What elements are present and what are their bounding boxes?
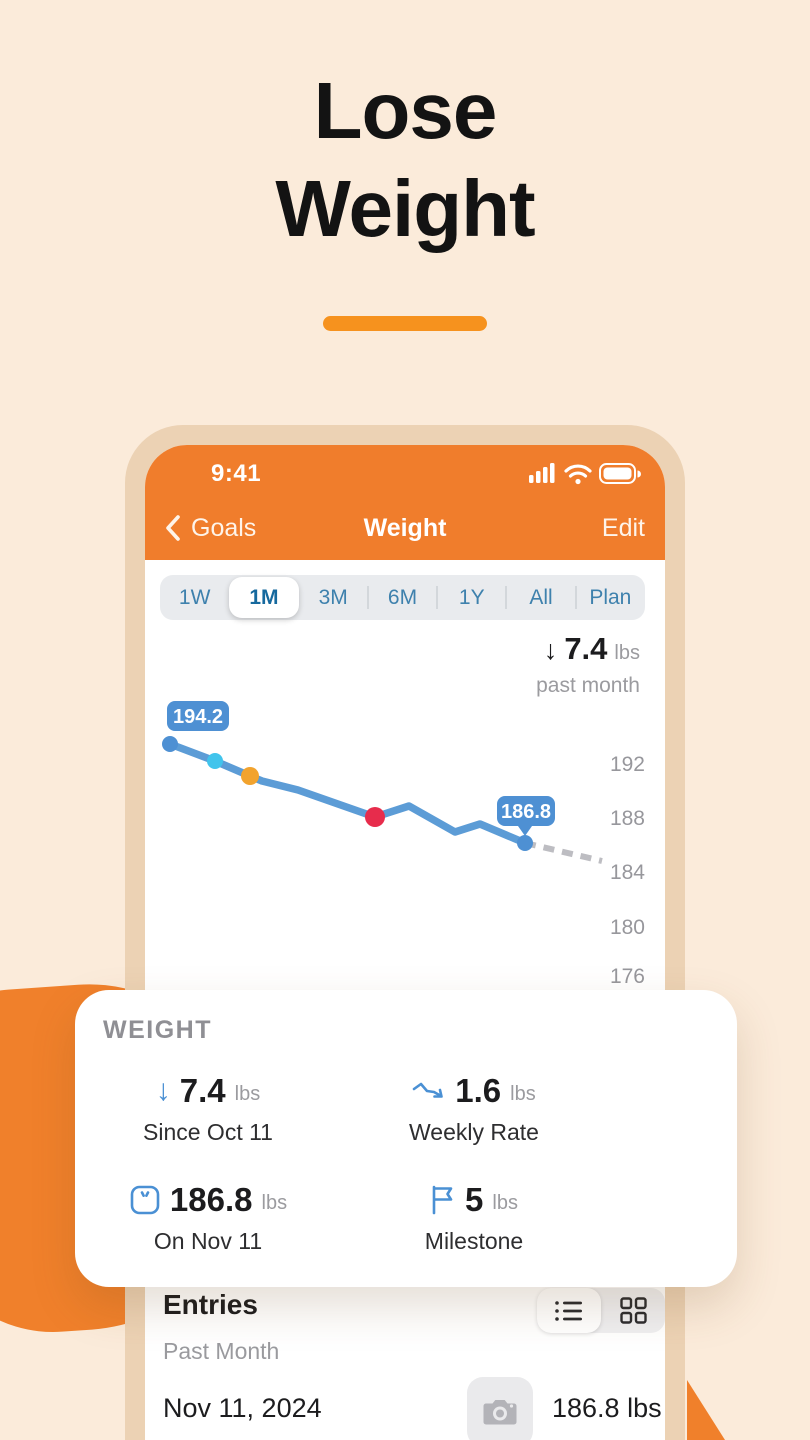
grid-view-button[interactable] [601, 1288, 665, 1333]
down-arrow-icon: ↓ [543, 635, 558, 665]
view-toggle [537, 1288, 665, 1333]
change-unit: lbs [614, 642, 640, 664]
grid-icon [619, 1297, 647, 1324]
tab-3m[interactable]: 3M [318, 585, 348, 609]
stat-current-weight-unit: lbs [261, 1192, 288, 1215]
camera-icon [483, 1400, 517, 1425]
flag-icon [432, 1185, 453, 1215]
entries-heading: Entries [163, 1289, 258, 1320]
arrow-down-icon: ↓ [155, 1073, 171, 1107]
tab-all[interactable]: All [505, 575, 575, 620]
stat-since-label: Since Oct 11 [143, 1118, 273, 1145]
phone-mockup: 9:41 [125, 425, 685, 1440]
change-period: past month [536, 674, 640, 697]
back-button[interactable]: Goals [165, 514, 256, 543]
title-underline [323, 316, 487, 331]
stat-milestone-value: 5 [465, 1181, 484, 1219]
entry-photo-button[interactable] [467, 1377, 533, 1440]
status-time: 9:41 [211, 460, 262, 487]
list-view-button[interactable] [537, 1288, 601, 1333]
stats-card-title: WEIGHT [103, 1016, 212, 1044]
svg-text:180: 180 [610, 916, 645, 939]
decor-blob-right [687, 1380, 725, 1440]
list-icon [555, 1300, 582, 1321]
status-icons [529, 463, 641, 485]
hero-title-line2: Weight [275, 164, 535, 253]
change-value: 7.4 [564, 631, 608, 666]
stats-grid: ↓ 7.4 lbs Since Oct 11 1.6 lbs Weekly Ra… [75, 1054, 607, 1273]
scale-icon [130, 1185, 160, 1215]
stat-current-weight-value: 186.8 [169, 1181, 253, 1219]
phone-screen: 9:41 [145, 445, 665, 1440]
stat-since-value: 7.4 [179, 1071, 226, 1109]
app-header: 9:41 [145, 445, 665, 560]
signal-icon [529, 463, 555, 483]
tab-1y[interactable]: 1Y [436, 575, 506, 620]
svg-text:192: 192 [610, 753, 645, 776]
svg-text:176: 176 [610, 965, 645, 988]
nav-bar: Goals Weight Edit [165, 509, 645, 547]
back-label: Goals [191, 513, 257, 542]
stat-milestone-label: Milestone [424, 1228, 524, 1255]
battery-icon [599, 463, 641, 484]
stat-current-weight: 186.8 lbs On Nov 11 [75, 1164, 341, 1274]
stat-weekly-rate-value: 1.6 [455, 1071, 502, 1109]
trend-down-icon [412, 1082, 444, 1098]
edit-button[interactable]: Edit [601, 513, 645, 542]
entry-date: Nov 11, 2024 [163, 1393, 322, 1423]
tab-1m[interactable]: 1M [229, 577, 299, 618]
wifi-icon [564, 464, 592, 485]
svg-text:194.2: 194.2 [173, 706, 223, 728]
stat-milestone-unit: lbs [492, 1192, 518, 1215]
tab-6m[interactable]: 6M [366, 575, 437, 620]
time-range-tabs: 1W 1M 3M 6M 1Y All Plan [160, 575, 645, 620]
chevron-left-icon [166, 515, 180, 541]
status-bar: 9:41 [145, 457, 665, 491]
chart-change-annotation: ↓ 7.4 lbs past month [536, 631, 640, 698]
entries-period-label: Past Month [163, 1338, 280, 1364]
stat-since: ↓ 7.4 lbs Since Oct 11 [75, 1054, 341, 1164]
stat-since-unit: lbs [234, 1082, 261, 1105]
svg-text:188: 188 [610, 807, 645, 830]
weight-chart: 192 188 184 180 176 194.2 186.8 [162, 701, 645, 988]
stat-weekly-rate-label: Weekly Rate [409, 1118, 539, 1145]
stat-milestone: 5 lbs Milestone [341, 1164, 607, 1274]
stat-weekly-rate: 1.6 lbs Weekly Rate [341, 1054, 607, 1164]
weight-stats-card: WEIGHT ↓ 7.4 lbs Since Oct 11 1.6 lbs [75, 990, 737, 1287]
stat-weekly-rate-unit: lbs [510, 1082, 536, 1105]
hero-title-line1: Lose [313, 66, 498, 155]
stat-current-weight-label: On Nov 11 [153, 1228, 263, 1255]
hero-title: Lose Weight [0, 62, 810, 258]
page-title: Weight [363, 513, 447, 542]
svg-text:186.8: 186.8 [501, 801, 551, 823]
tab-1w[interactable]: 1W [178, 585, 211, 609]
entry-weight-value: 186.8 lbs [552, 1393, 662, 1423]
tab-plan[interactable]: Plan [574, 575, 645, 620]
svg-text:184: 184 [610, 861, 645, 884]
